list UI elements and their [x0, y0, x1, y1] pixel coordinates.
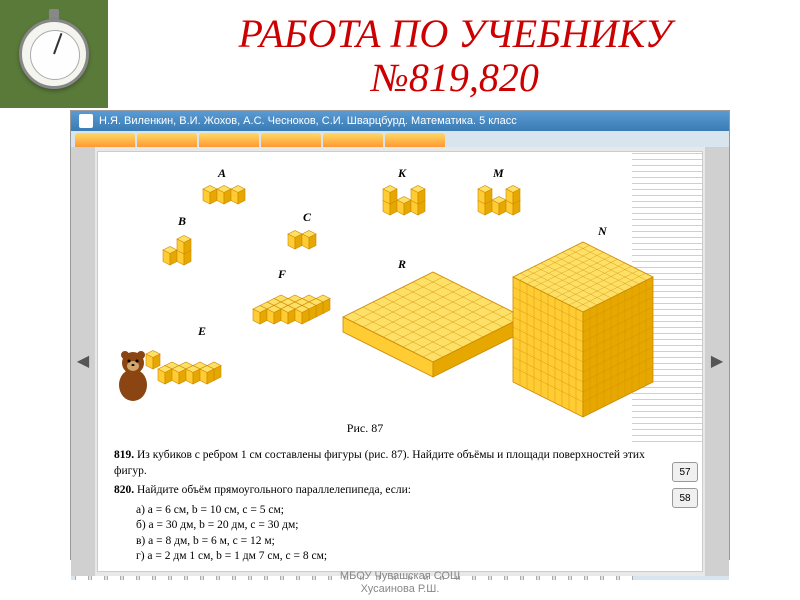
problem-number: 819.	[114, 449, 134, 461]
problem-item: б) a = 30 дм, b = 20 дм, c = 30 дм;	[136, 518, 662, 534]
stopwatch-panel	[0, 0, 108, 108]
problem-item: в) a = 8 дм, b = 6 м, c = 12 м;	[136, 534, 662, 550]
app-icon	[79, 114, 93, 128]
page-thumbnail[interactable]	[171, 576, 185, 580]
next-page-button[interactable]: ▶	[705, 147, 729, 576]
title-line-1: РАБОТА ПО УЧЕБНИКУ	[239, 11, 672, 56]
title-line-2: №819,820	[371, 55, 539, 100]
page-thumbnail[interactable]	[571, 576, 585, 580]
label-a: A	[218, 166, 226, 181]
problem-820: 820. Найдите объём прямоугольного паралл…	[114, 483, 662, 499]
label-r: R	[398, 257, 406, 272]
problem-number: 820.	[114, 484, 134, 496]
page-thumbnail[interactable]	[187, 576, 201, 580]
label-b: B	[178, 214, 186, 229]
page-thumbnail[interactable]	[139, 576, 153, 580]
book-body: ◀ К	[71, 147, 729, 576]
problem-819: 819. Из кубиков с ребром 1 см составлены…	[114, 448, 662, 479]
tab[interactable]	[137, 133, 197, 147]
problems-block: 819. Из кубиков с ребром 1 см составлены…	[98, 442, 702, 571]
tab[interactable]	[323, 133, 383, 147]
problem-item: а) a = 6 см, b = 10 см, c = 5 см;	[136, 503, 662, 519]
textbook-window: Н.Я. Виленкин, В.И. Жохов, А.С. Чесноков…	[70, 110, 730, 560]
problem-820-items: а) a = 6 см, b = 10 см, c = 5 см; б) a =…	[114, 503, 662, 565]
tab[interactable]	[75, 133, 135, 147]
page-thumbnail[interactable]	[459, 576, 473, 580]
page-thumbnail[interactable]	[619, 576, 633, 580]
page-thumbnail[interactable]	[235, 576, 249, 580]
prev-page-button[interactable]: ◀	[71, 147, 95, 576]
problem-item: г) a = 2 дм 1 см, b = 1 дм 7 см, c = 8 с…	[136, 549, 662, 565]
window-titlebar: Н.Я. Виленкин, В.И. Жохов, А.С. Чесноков…	[71, 111, 729, 131]
page-thumbnail[interactable]	[267, 576, 281, 580]
page-thumbnail[interactable]	[507, 576, 521, 580]
label-n: N	[598, 224, 607, 239]
page-thumbnail[interactable]	[491, 576, 505, 580]
footer: МБОУ Чувашская СОШ Хусаинова Р.Ш.	[340, 570, 460, 596]
footer-line1: МБОУ Чувашская СОШ	[340, 570, 460, 582]
page-thumbnail[interactable]	[555, 576, 569, 580]
page-thumbnail[interactable]	[219, 576, 233, 580]
tab[interactable]	[385, 133, 445, 147]
page-thumbnail[interactable]	[315, 576, 329, 580]
page-thumbnail[interactable]	[475, 576, 489, 580]
slide-title: РАБОТА ПО УЧЕБНИКУ №819,820	[0, 0, 800, 106]
page-thumbnail[interactable]	[283, 576, 297, 580]
label-f: F	[278, 267, 286, 282]
page-thumbnail[interactable]	[523, 576, 537, 580]
problem-text: Найдите объём прямоугольного параллелепи…	[137, 484, 411, 496]
figure-caption: Рис. 87	[98, 417, 632, 440]
bear-icon	[119, 351, 147, 401]
toolbar-tabs	[71, 131, 729, 147]
tab[interactable]	[199, 133, 259, 147]
page-thumbnail[interactable]	[91, 576, 105, 580]
tab[interactable]	[261, 133, 321, 147]
page-side-refs: 57 58	[672, 462, 698, 508]
page-thumbnail[interactable]	[603, 576, 617, 580]
label-k: K	[398, 166, 406, 181]
page-thumbnail[interactable]	[123, 576, 137, 580]
page-thumbnail[interactable]	[587, 576, 601, 580]
page-thumbnail[interactable]	[539, 576, 553, 580]
page-ref[interactable]: 57	[672, 462, 698, 482]
page-thumbnail[interactable]	[299, 576, 313, 580]
page-thumbnail[interactable]	[251, 576, 265, 580]
page-ref[interactable]: 58	[672, 488, 698, 508]
stopwatch-icon	[19, 19, 89, 89]
window-title: Н.Я. Виленкин, В.И. Жохов, А.С. Чесноков…	[99, 115, 517, 127]
footer-line2: Хусаинова Р.Ш.	[361, 583, 440, 595]
textbook-page: К	[97, 151, 703, 572]
label-c: C	[303, 210, 311, 225]
page-thumbnail[interactable]	[203, 576, 217, 580]
problem-text: Из кубиков с ребром 1 см составлены фигу…	[114, 449, 645, 477]
page-thumbnail[interactable]	[107, 576, 121, 580]
page-thumbnail[interactable]	[75, 576, 89, 580]
label-m: M	[493, 166, 504, 181]
page-thumbnail[interactable]	[155, 576, 169, 580]
label-e: E	[198, 324, 206, 339]
figure-87: A B C K M E F R N Рис. 87	[98, 152, 702, 442]
cube-figures-svg	[98, 152, 658, 442]
